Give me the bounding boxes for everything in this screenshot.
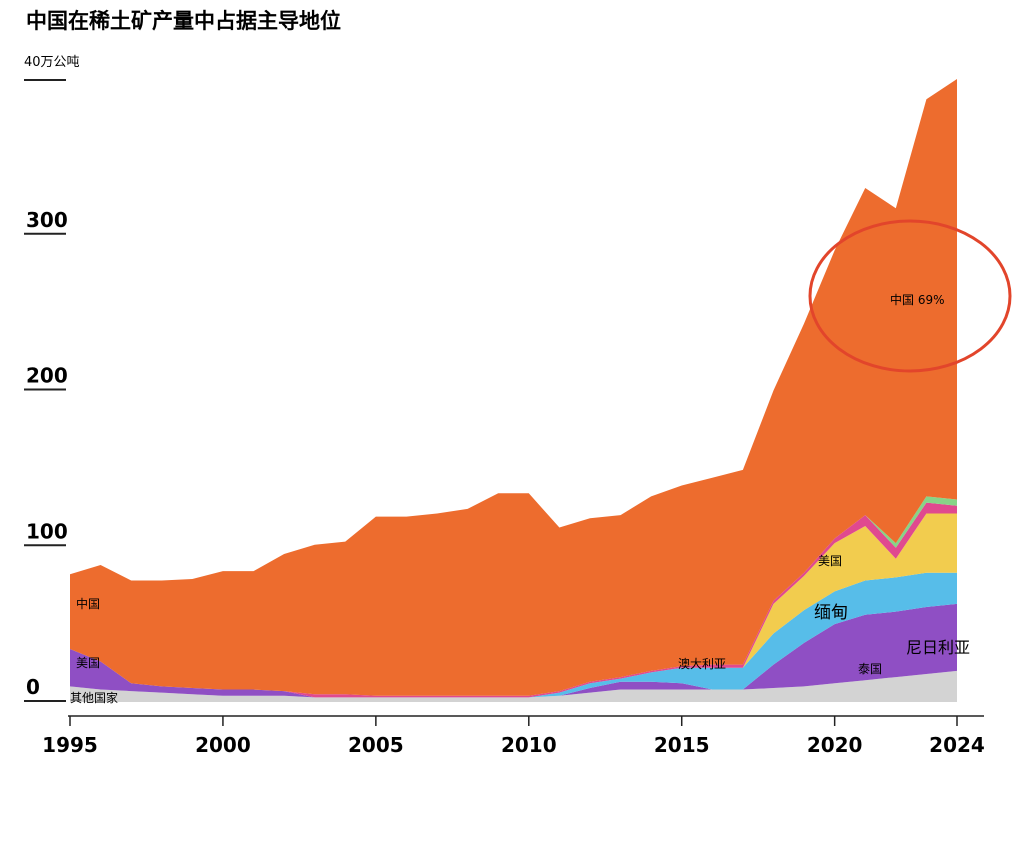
- stacked-areas: [70, 79, 957, 702]
- area-usa: [70, 603, 957, 698]
- label-usa-early: 美国: [76, 656, 100, 670]
- x-tick-label: 1995: [42, 733, 98, 757]
- y-tick-label: 300: [26, 208, 68, 232]
- area-thailand: [70, 502, 957, 698]
- y-tick-label: 100: [26, 519, 68, 543]
- x-tick-label: 2024: [929, 733, 985, 757]
- label-usa-recent: 美国: [818, 554, 842, 568]
- label-others: 其他国家: [70, 690, 118, 705]
- label-china: 中国: [76, 596, 100, 611]
- label-australia: 澳大利亚: [678, 657, 726, 671]
- x-tick-label: 2010: [501, 733, 557, 757]
- x-tick-label: 2005: [348, 733, 404, 757]
- area-china: [70, 79, 957, 696]
- x-tick-label: 2015: [654, 733, 710, 757]
- chart-title: 中国在稀土矿产量中占据主导地位: [26, 9, 341, 33]
- area-others: [70, 670, 957, 702]
- label-nigeria: 尼日利亚: [906, 638, 970, 657]
- x-tick-label: 2020: [807, 733, 863, 757]
- area-australia: [70, 572, 957, 698]
- label-thailand: 泰国: [858, 662, 882, 676]
- y-tick-label: 200: [26, 364, 68, 388]
- x-tick-label: 2000: [195, 733, 251, 757]
- x-axis: 1995 2000 2005 2010 2015 2020 2024: [42, 716, 985, 757]
- label-china-share: 中国 69%: [890, 292, 945, 307]
- area-myanmar: [70, 513, 957, 698]
- label-myanmar: 缅甸: [814, 603, 848, 623]
- y-axis: 0 100 200 300: [24, 79, 68, 702]
- highlight-circle: [808, 219, 1012, 373]
- y-tick-label: 0: [26, 675, 40, 699]
- y-unit-label: 40万公吨: [24, 55, 80, 70]
